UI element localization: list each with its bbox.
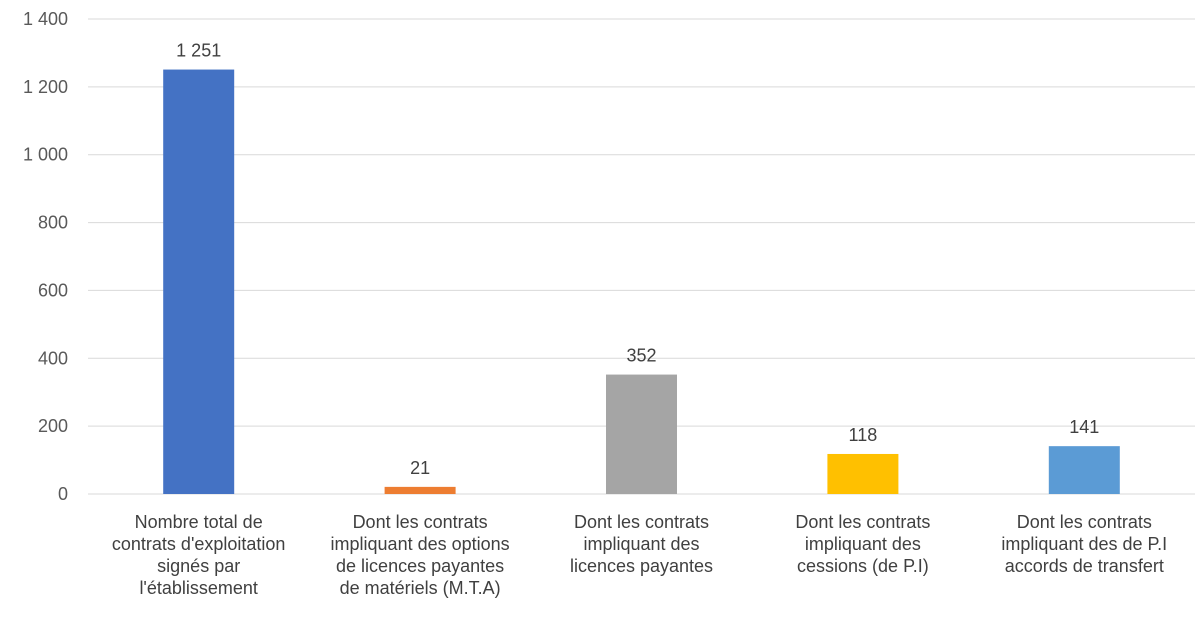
data-labels: 1 251 21 352 118 141	[176, 41, 1099, 478]
y-tick-label: 800	[38, 213, 68, 233]
bar	[163, 69, 235, 494]
y-tick-label: 1 200	[23, 77, 68, 97]
data-label: 352	[626, 346, 656, 366]
data-label: 1 251	[176, 41, 221, 61]
bar	[827, 453, 899, 494]
bar	[384, 486, 456, 494]
y-tick-label: 200	[38, 416, 68, 436]
data-label: 141	[1069, 417, 1099, 437]
x-tick-label: Dont les contrats impliquant des cession…	[795, 512, 931, 576]
data-label: 21	[410, 458, 430, 478]
gridlines	[88, 18, 1195, 495]
y-tick-label: 1 000	[23, 145, 68, 165]
data-label: 118	[849, 425, 878, 445]
y-axis-ticks: 0 200 400 600 800 1 000 1 200 1 400	[23, 9, 68, 504]
bar	[606, 374, 677, 494]
y-tick-label: 400	[38, 348, 68, 368]
x-tick-label: Dont les contrats impliquant des de P.I …	[1001, 512, 1168, 576]
y-tick-label: 1 400	[23, 9, 68, 29]
x-tick-label: Nombre total de contrats d'exploitation …	[111, 512, 286, 598]
x-tick-label: Dont les contrats impliquant des licence…	[569, 512, 714, 576]
y-tick-label: 0	[58, 484, 68, 504]
bar	[1048, 446, 1120, 494]
x-tick-label: Dont les contrats impliquant des options…	[330, 512, 510, 598]
y-tick-label: 600	[38, 280, 68, 300]
bars	[163, 69, 1120, 494]
